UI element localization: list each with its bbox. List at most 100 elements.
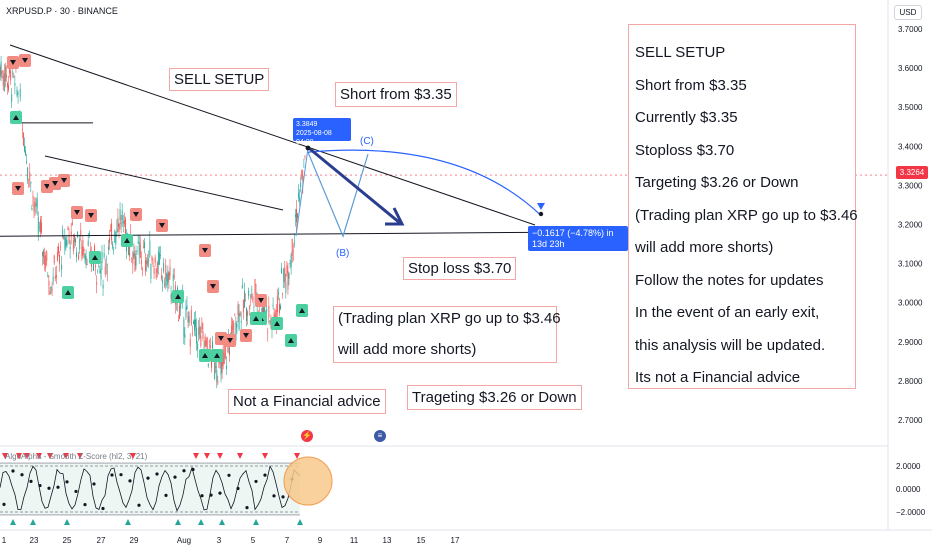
- event-flash-icon[interactable]: ⚡: [301, 430, 313, 442]
- setup-line-6: (Trading plan XRP go up to $3.46: [635, 207, 858, 224]
- zscore-dot: [191, 467, 195, 472]
- candle-body: [9, 69, 11, 74]
- buy-signal-arrow: [202, 353, 208, 358]
- candle-body: [300, 182, 302, 188]
- candle-body: [49, 290, 51, 295]
- candle-body: [4, 66, 6, 82]
- candle-body: [118, 223, 120, 233]
- candle-body: [65, 238, 67, 247]
- candle-body: [192, 321, 194, 325]
- candle-body: [197, 343, 199, 350]
- zscore-dot: [254, 479, 258, 484]
- sell-signal-arrow: [258, 298, 264, 303]
- candle-body: [248, 290, 250, 297]
- candle-body: [240, 320, 242, 323]
- zscore-dot: [29, 479, 33, 483]
- time-tick-label: 27: [97, 536, 106, 545]
- symbol-title: XRPUSD.P · 30 · BINANCE: [6, 6, 118, 16]
- candle-body: [231, 325, 233, 334]
- candle-body: [285, 281, 287, 293]
- indicator-tick-label: 0.0000: [896, 485, 921, 494]
- candle-body: [59, 254, 60, 264]
- buy-signal-arrow: [124, 238, 130, 243]
- candle-body: [2, 75, 4, 86]
- candle-body: [179, 305, 181, 319]
- us-flag-icon[interactable]: ≡: [374, 430, 386, 442]
- candle-body: [87, 240, 89, 246]
- candle-body: [148, 259, 150, 261]
- candle-body: [150, 263, 152, 279]
- zscore-dot: [281, 495, 285, 499]
- indicator-sell-marker: [63, 453, 69, 459]
- candle-body: [45, 255, 47, 268]
- trading-plan-line-2: will add more shorts): [338, 341, 477, 358]
- zscore-dot: [83, 503, 87, 507]
- candle-body: [70, 231, 72, 235]
- candle-body: [209, 345, 211, 348]
- candle-body: [189, 338, 191, 347]
- candle-body: [211, 359, 212, 368]
- wave-b-label: (B): [336, 248, 349, 259]
- candle-body: [207, 363, 209, 367]
- candle-body: [169, 266, 171, 276]
- candle-body: [113, 249, 115, 251]
- zscore-dot: [227, 473, 231, 477]
- candle-body: [245, 300, 246, 302]
- candle-body: [195, 319, 196, 328]
- candle-body: [238, 313, 240, 330]
- candle-body: [156, 262, 158, 273]
- candle-body: [117, 217, 119, 227]
- candle-body: [236, 323, 238, 328]
- buy-signal-arrow: [13, 115, 19, 120]
- candle-body: [293, 242, 295, 244]
- candle-body: [86, 263, 88, 265]
- zscore-dot: [200, 494, 204, 498]
- candle-body: [61, 265, 63, 270]
- candle-body: [46, 251, 48, 261]
- projection-curve: [307, 149, 542, 216]
- sell-signal-arrow: [210, 284, 216, 289]
- buy-signal-arrow: [65, 290, 71, 295]
- candle-body: [290, 254, 292, 267]
- zscore-dot: [155, 472, 159, 476]
- zscore-dot: [272, 494, 276, 498]
- time-tick-label: Aug: [177, 536, 191, 545]
- indicator-buy-marker: [10, 519, 16, 525]
- candle-body: [105, 264, 107, 266]
- price-tick-label: 2.8000: [898, 377, 923, 386]
- candle-body: [102, 284, 104, 289]
- zscore-dot: [74, 489, 78, 494]
- price-tick-label: 3.2000: [898, 221, 923, 230]
- candle-body: [186, 305, 188, 310]
- price-tick-label: 2.7000: [898, 416, 923, 425]
- candle-body: [287, 270, 289, 290]
- candle-body: [47, 275, 49, 278]
- candle-body: [134, 253, 136, 272]
- setup-line-3: Currently $3.35: [635, 109, 738, 126]
- zscore-dot: [38, 483, 42, 488]
- zscore-dot: [236, 486, 240, 491]
- candle-body: [170, 294, 172, 299]
- candle-body: [221, 360, 223, 373]
- time-tick-label: 17: [451, 536, 460, 545]
- zscore-dot: [11, 469, 15, 473]
- candle-body: [202, 331, 204, 339]
- setup-notes-box: SELL SETUP Short from $3.35 Currently $3…: [628, 24, 858, 389]
- candle-body: [163, 263, 165, 272]
- currency-button[interactable]: USD: [894, 5, 922, 20]
- current-price-tag: 3.3264: [896, 166, 928, 179]
- candle-body: [7, 83, 8, 88]
- candle-body: [243, 290, 245, 308]
- indicator-sell-marker: [237, 453, 243, 459]
- indicator-buy-marker: [125, 519, 131, 525]
- price-tick-label: 3.6000: [898, 64, 923, 73]
- indicator-buy-marker: [198, 519, 204, 525]
- candle-body: [66, 240, 68, 246]
- candle-body: [254, 279, 256, 294]
- candle-body: [111, 223, 113, 241]
- candle-body: [298, 192, 300, 198]
- candle-body: [167, 270, 169, 283]
- price-tick-label: 3.5000: [898, 103, 923, 112]
- candle-body: [26, 161, 28, 163]
